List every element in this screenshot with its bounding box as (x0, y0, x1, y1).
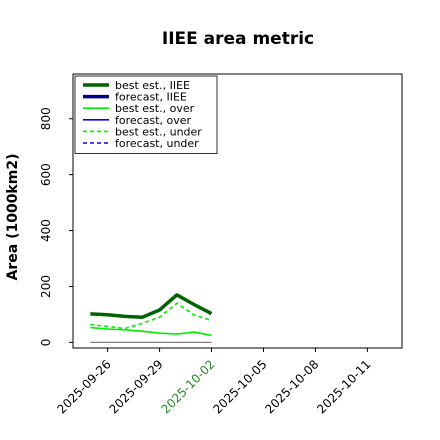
series-line (90, 293, 213, 319)
legend-label: forecast, IIEE (115, 91, 187, 104)
legend-label: best est., IIEE (115, 79, 190, 92)
y-tick-label: 200 (39, 275, 53, 298)
series-line (90, 326, 212, 337)
y-tick-label: 600 (39, 163, 53, 186)
x-tick-label: 2025-09-26 (55, 357, 114, 416)
x-tick-label: 2025-10-11 (314, 357, 373, 416)
y-tick-label: 0 (39, 339, 53, 347)
x-tick-label: 2025-10-05 (210, 357, 269, 416)
legend-label: best est., under (115, 125, 202, 138)
x-tick-label: 2025-10-02 (158, 357, 217, 416)
legend-label: forecast, over (115, 114, 191, 127)
legend-label: best est., over (115, 102, 195, 115)
chart-title: IIEE area metric (162, 29, 314, 49)
y-tick-label: 800 (39, 107, 53, 130)
plot-frame (72, 73, 403, 349)
plot-area: 02004006008002025-09-262025-09-292025-10… (39, 73, 403, 416)
legend-box (74, 75, 218, 154)
legend-label: forecast, under (115, 137, 199, 150)
x-tick-label: 2025-09-29 (106, 357, 165, 416)
y-tick-label: 400 (39, 219, 53, 242)
x-tick-label: 2025-10-08 (262, 357, 321, 416)
y-axis-label: Area (1000km2) (5, 154, 21, 281)
